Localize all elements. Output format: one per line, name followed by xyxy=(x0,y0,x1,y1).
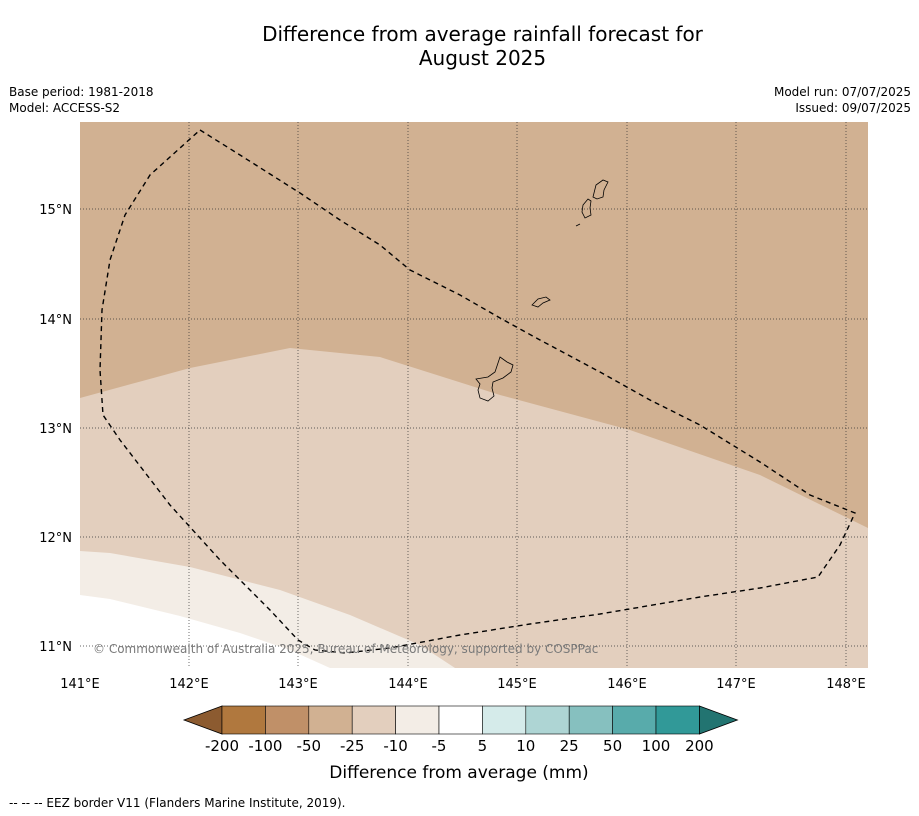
copyright-text: © Commonwealth of Australia 2025, Bureau… xyxy=(93,642,598,656)
title-line-2: August 2025 xyxy=(418,46,547,70)
rota-island xyxy=(531,296,551,308)
base-period-text: Base period: 1981-2018 xyxy=(9,85,154,99)
colorbar-title: Difference from average (mm) xyxy=(329,763,588,783)
meta-left: Base period: 1981-2018 Model: ACCESS-S2 xyxy=(9,84,154,116)
graticule xyxy=(80,122,868,668)
lat-label: 12°N xyxy=(39,531,72,546)
lat-axis-labels: 15°N 14°N 13°N 12°N 11°N xyxy=(39,203,72,655)
meta-right: Model run: 07/07/2025 Issued: 09/07/2025 xyxy=(774,84,911,116)
rainfall-map: © Commonwealth of Australia 2025, Bureau… xyxy=(80,122,868,668)
colorbar-bin xyxy=(525,705,570,735)
colorbar-label: -10 xyxy=(383,737,408,755)
lon-label: 144°E xyxy=(388,677,428,692)
guam-island xyxy=(475,356,514,402)
colorbar-extension-high xyxy=(699,705,739,735)
colorbar-bin xyxy=(482,705,527,735)
eez-border xyxy=(99,129,856,654)
aguijan-island xyxy=(575,223,581,227)
lon-label: 143°E xyxy=(278,677,318,692)
lon-label: 141°E xyxy=(60,677,100,692)
colorbar-bin xyxy=(438,705,483,735)
lat-label: 11°N xyxy=(39,640,72,655)
colorbar-bin xyxy=(265,705,310,735)
title-line-1: Difference from average rainfall forecas… xyxy=(262,22,703,46)
colorbar-bin xyxy=(612,705,657,735)
colorbar-bin xyxy=(221,705,266,735)
colorbar-bin xyxy=(655,705,700,735)
colorbar-label: 25 xyxy=(560,737,579,755)
colorbar: -200 -100 -50 -25 -10 -5 5 10 25 50 100 200 xyxy=(182,705,739,755)
model-text: Model: ACCESS-S2 xyxy=(9,101,121,115)
saipan-island xyxy=(592,179,609,200)
colorbar-label: -50 xyxy=(297,737,322,755)
issued-text: Issued: 09/07/2025 xyxy=(795,101,911,115)
lon-label: 147°E xyxy=(716,677,756,692)
colorbar-bin xyxy=(308,705,353,735)
colorbar-bin xyxy=(395,705,440,735)
lon-label: 145°E xyxy=(497,677,537,692)
colorbar-label: 200 xyxy=(685,737,714,755)
colorbar-label: 100 xyxy=(642,737,671,755)
islands xyxy=(475,179,609,402)
region-near-average xyxy=(80,595,330,668)
lat-label: 13°N xyxy=(39,422,72,437)
colorbar-label: -200 xyxy=(205,737,239,755)
footnote: -- -- -- EEZ border V11 (Flanders Marine… xyxy=(9,796,346,810)
region-minus-10-to-25 xyxy=(80,348,868,668)
tinian-island xyxy=(581,198,592,219)
colorbar-bin xyxy=(351,705,396,735)
colorbar-label: -5 xyxy=(432,737,447,755)
colorbar-label: 5 xyxy=(478,737,488,755)
lon-label: 142°E xyxy=(169,677,209,692)
model-run-text: Model run: 07/07/2025 xyxy=(773,85,911,99)
chart-title: Difference from average rainfall forecas… xyxy=(0,22,919,70)
colorbar-bin xyxy=(568,705,613,735)
colorbar-label: 50 xyxy=(603,737,622,755)
colorbar-label: -100 xyxy=(248,737,282,755)
colorbar-extension-low xyxy=(182,705,223,735)
colorbar-label: 10 xyxy=(516,737,535,755)
colorbar-label: -25 xyxy=(340,737,365,755)
lon-axis-labels: 141°E 142°E 143°E 144°E 145°E 146°E 147°… xyxy=(60,677,866,692)
lon-label: 146°E xyxy=(607,677,647,692)
lat-label: 14°N xyxy=(39,313,72,328)
lon-label: 148°E xyxy=(826,677,866,692)
lat-label: 15°N xyxy=(39,203,72,218)
